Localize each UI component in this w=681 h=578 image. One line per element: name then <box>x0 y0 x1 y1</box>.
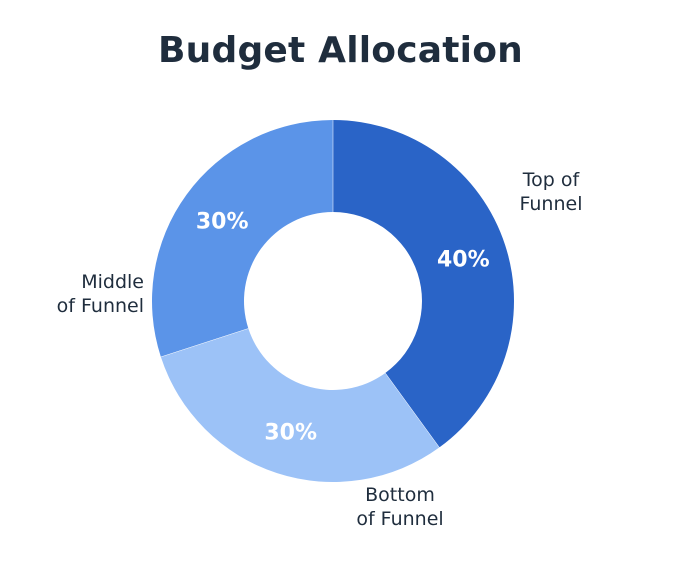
slice-separator <box>385 372 440 448</box>
slice-value-labels: 40% 30% 30% <box>196 210 490 446</box>
slice-category-label-2: Middle of Funnel <box>57 271 144 317</box>
slice-separator <box>160 328 249 358</box>
donut-slice-1 <box>160 328 440 483</box>
slice-category-label-line: Bottom <box>365 484 435 506</box>
chart-title: Budget Allocation <box>158 30 523 71</box>
slice-value-label-2: 30% <box>196 210 249 235</box>
slice-category-label-0: Top of Funnel <box>520 169 583 215</box>
slice-value-label-0: 40% <box>437 248 490 273</box>
slice-category-label-line: Middle <box>81 271 144 293</box>
slice-value-label-1: 30% <box>264 420 317 445</box>
slice-category-label-line: Top of <box>522 169 581 191</box>
slice-category-label-line: of Funnel <box>356 508 443 530</box>
slice-category-label-line: Funnel <box>520 193 583 215</box>
donut-slice-2 <box>151 120 333 357</box>
slices-layer <box>151 120 514 483</box>
slice-category-label-1: Bottom of Funnel <box>356 484 443 530</box>
donut-slice-0 <box>333 120 514 448</box>
slice-category-label-line: of Funnel <box>57 295 144 317</box>
